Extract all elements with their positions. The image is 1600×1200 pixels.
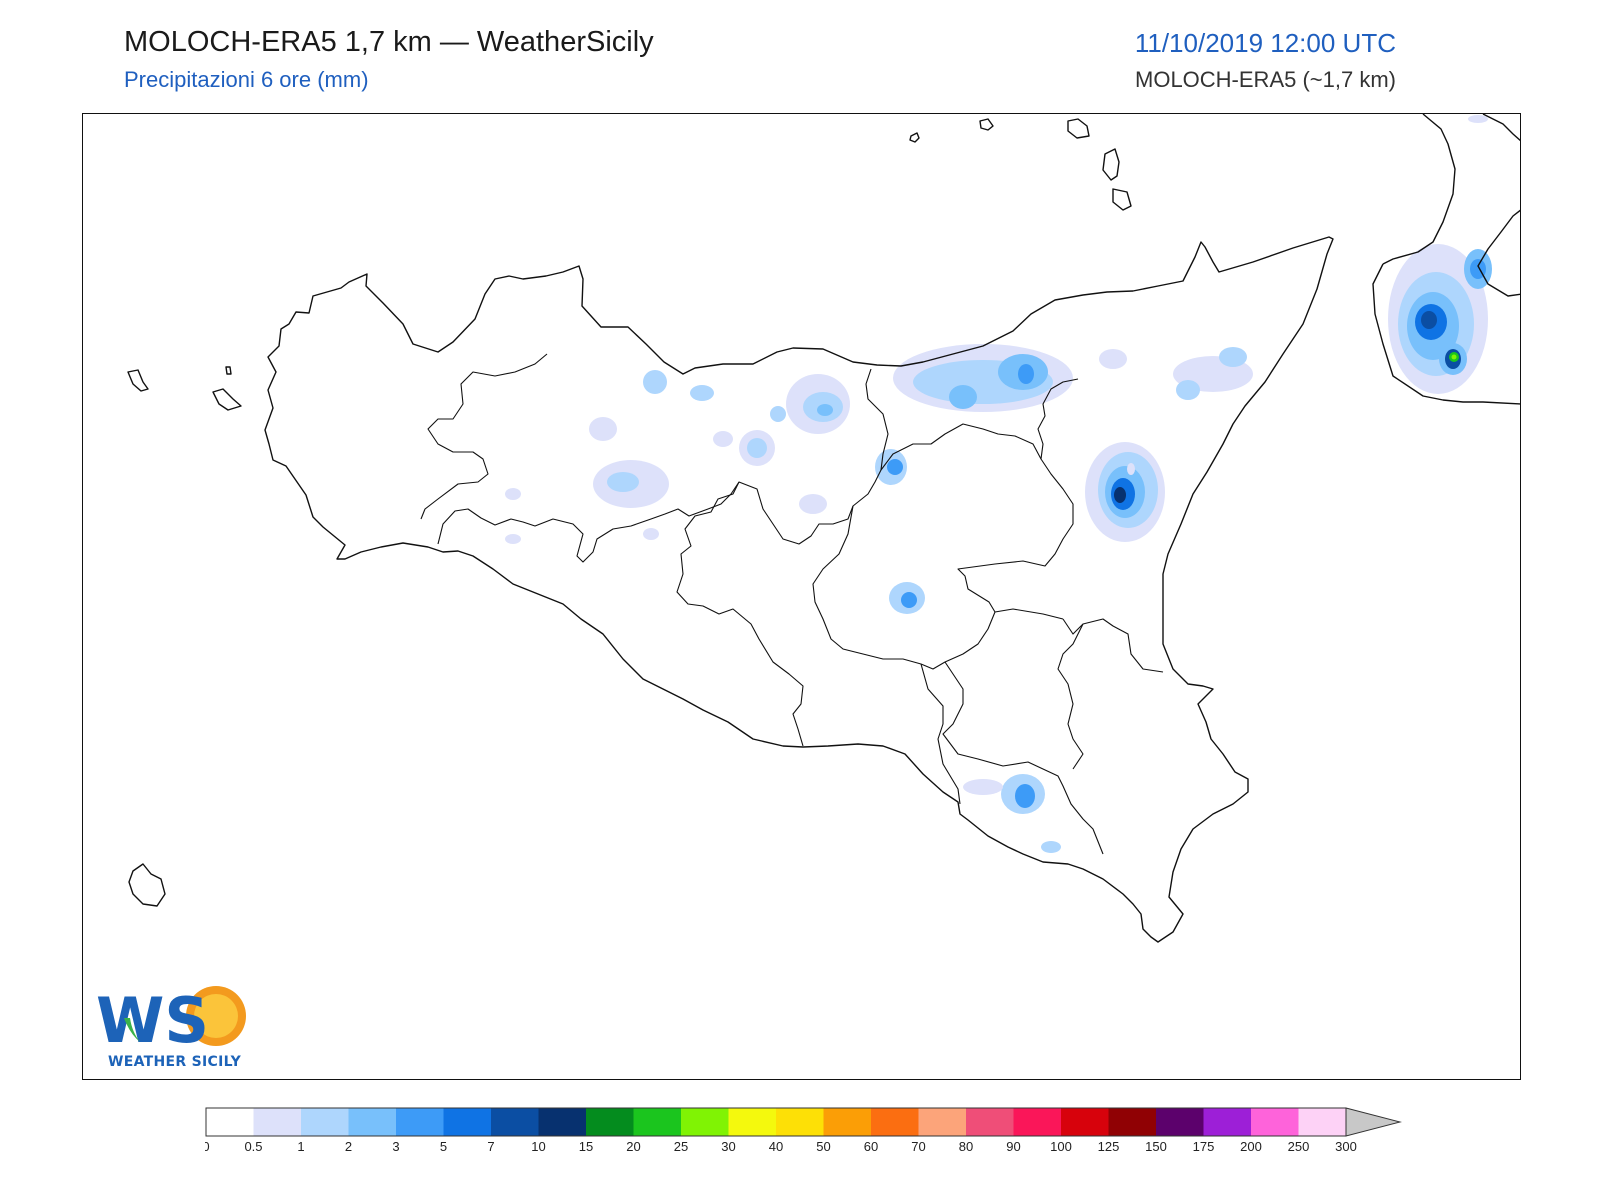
colorbar-swatch: [1298, 1108, 1346, 1136]
precipitation-field: [505, 115, 1492, 853]
colorbar-swatch: [1203, 1108, 1251, 1136]
precipitation-colorbar: 0 0.5 1 2 3 5 7 10 15 20 25 30 40 50 60 70 80 90 100 125 150…: [205, 1107, 1402, 1154]
colorbar-swatch: [871, 1108, 919, 1136]
coastline: [127, 114, 1520, 943]
colorbar-swatch: [1108, 1108, 1156, 1136]
colorbar-swatch: [253, 1108, 301, 1136]
model-name: MOLOCH-ERA5 (~1,7 km): [1135, 67, 1396, 92]
colorbar-tick-label: 30: [721, 1139, 735, 1154]
colorbar-tick-label: 5: [440, 1139, 447, 1154]
colorbar-tick-label: 60: [864, 1139, 878, 1154]
colorbar-tick-label: 80: [959, 1139, 973, 1154]
colorbar-tick-label: 25: [674, 1139, 688, 1154]
weather-sicily-logo: WS WEATHER SICILY: [94, 978, 254, 1074]
colorbar-tick-label: 20: [626, 1139, 640, 1154]
colorbar-swatch: [396, 1108, 444, 1136]
colorbar-tick-label: 300: [1335, 1139, 1357, 1154]
colorbar-tick-label: 10: [531, 1139, 545, 1154]
colorbar-swatch: [823, 1108, 871, 1136]
colorbar-swatch: [443, 1108, 491, 1136]
colorbar-tick-label: 15: [579, 1139, 593, 1154]
colorbar-tick-label: 70: [911, 1139, 925, 1154]
colorbar-tick-label: 7: [487, 1139, 494, 1154]
colorbar-swatch: [1156, 1108, 1204, 1136]
colorbar-swatch: [538, 1108, 586, 1136]
colorbar-tick-label: 200: [1240, 1139, 1262, 1154]
colorbar-swatch: [206, 1108, 254, 1136]
valid-datetime: 11/10/2019 12:00 UTC: [1134, 28, 1396, 58]
colorbar-tick-label: 90: [1006, 1139, 1020, 1154]
map-subtitle: Precipitazioni 6 ore (mm): [124, 67, 369, 92]
colorbar-tick-label: 175: [1193, 1139, 1215, 1154]
colorbar-swatch: [776, 1108, 824, 1136]
map-title: MOLOCH-ERA5 1,7 km — WeatherSicily: [124, 26, 654, 58]
sicily-map: [127, 114, 1520, 943]
colorbar-swatch: [301, 1108, 349, 1136]
colorbar-tick-label: 1: [297, 1139, 304, 1154]
colorbar-swatch: [1061, 1108, 1109, 1136]
colorbar-tick-label: 2: [345, 1139, 352, 1154]
colorbar-swatch: [966, 1108, 1014, 1136]
colorbar-tick-label: 125: [1098, 1139, 1120, 1154]
colorbar-tick-label: 150: [1145, 1139, 1167, 1154]
colorbar-swatch: [728, 1108, 776, 1136]
colorbar-swatch: [348, 1108, 396, 1136]
colorbar-tick-label: 40: [769, 1139, 783, 1154]
map-panel: [82, 113, 1521, 1080]
colorbar-tick-label: 0: [205, 1139, 210, 1154]
colorbar-tick-label: 250: [1288, 1139, 1310, 1154]
province-borders: [420, 353, 1164, 855]
colorbar-tick-label: 3: [392, 1139, 399, 1154]
colorbar-swatch: [1013, 1108, 1061, 1136]
colorbar-swatch: [633, 1108, 681, 1136]
colorbar-swatch: [918, 1108, 966, 1136]
colorbar-swatch: [491, 1108, 539, 1136]
colorbar-swatch: [586, 1108, 634, 1136]
colorbar-swatch: [1251, 1108, 1299, 1136]
colorbar-tick-label: 0.5: [244, 1139, 262, 1154]
colorbar-tick-label: 50: [816, 1139, 830, 1154]
colorbar-swatch: [681, 1108, 729, 1136]
colorbar-overflow-arrow: [1345, 1107, 1402, 1137]
svg-text:WS: WS: [96, 984, 209, 1057]
colorbar-outline: [205, 1107, 1347, 1137]
colorbar-tick-label: 100: [1050, 1139, 1072, 1154]
